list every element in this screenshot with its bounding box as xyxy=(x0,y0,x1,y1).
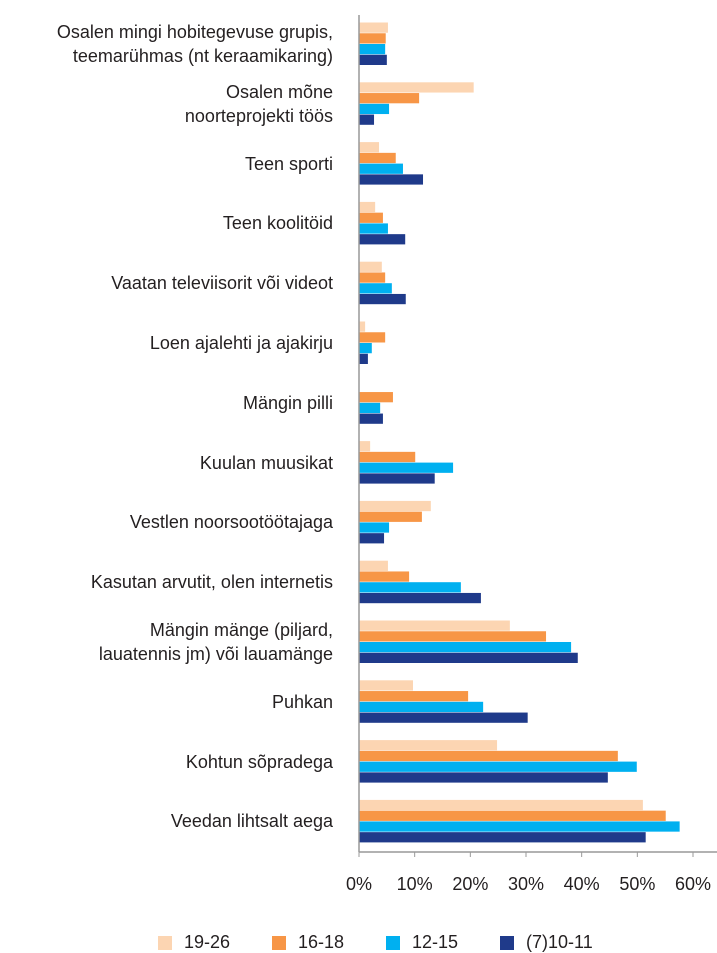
bar xyxy=(359,402,381,414)
x-tick-label: 10% xyxy=(397,874,433,894)
bar xyxy=(359,772,608,783)
category-label: Osalen mingi hobitegevuse grupis, teemar… xyxy=(56,22,333,66)
bar xyxy=(359,332,386,343)
bar xyxy=(359,174,424,185)
bar xyxy=(359,54,387,65)
bar xyxy=(359,462,454,473)
bar xyxy=(359,223,388,234)
bar xyxy=(359,701,484,713)
category-label: Loen ajalehti ja ajakirju xyxy=(149,333,333,353)
bar xyxy=(359,500,431,512)
x-tick-label: 20% xyxy=(452,874,488,894)
bar xyxy=(359,343,372,354)
bar xyxy=(359,22,388,33)
bar xyxy=(359,152,396,164)
bar xyxy=(359,33,386,44)
category-label: Puhkan xyxy=(271,691,333,712)
category-label: Kohtun sõpradega xyxy=(185,751,333,772)
bar xyxy=(359,353,368,364)
bar xyxy=(359,212,383,223)
x-tick-label: 0% xyxy=(346,874,372,894)
bar xyxy=(359,103,390,115)
bar xyxy=(359,93,420,104)
legend-swatch xyxy=(272,936,286,950)
bar xyxy=(359,163,403,174)
bar xyxy=(359,761,637,772)
bar xyxy=(359,522,390,533)
bar xyxy=(359,234,406,245)
bar xyxy=(359,592,481,604)
legend-label: 12-15 xyxy=(412,932,458,952)
x-tick-label: 30% xyxy=(508,874,544,894)
legend-swatch xyxy=(500,936,514,950)
bar xyxy=(359,582,461,593)
bar xyxy=(359,321,366,332)
category-label: Vestlen noorsootöötajaga xyxy=(129,512,333,533)
bar xyxy=(359,631,547,642)
bar xyxy=(359,680,413,691)
bar xyxy=(359,810,666,821)
bar xyxy=(359,620,510,631)
legend-label: (7)10-11 xyxy=(526,932,593,952)
legend-label: 19-26 xyxy=(184,932,230,952)
category-label: Kasutan arvutit, olen internetis xyxy=(90,572,333,593)
legend-swatch xyxy=(158,936,172,950)
legend-swatch xyxy=(386,936,400,950)
bar xyxy=(359,451,416,463)
category-label: Osalen mõne noorteprojekti töös xyxy=(184,81,333,126)
bar xyxy=(359,691,469,702)
bar xyxy=(359,261,382,272)
bar xyxy=(359,82,474,93)
x-tick-label: 40% xyxy=(564,874,600,894)
bar xyxy=(359,750,618,762)
bar xyxy=(359,511,422,522)
category-label: Teen sporti xyxy=(244,153,333,174)
x-tick-label: 60% xyxy=(675,874,711,894)
bar xyxy=(359,142,380,153)
category-label: Veedan lihtsalt aega xyxy=(170,811,333,832)
x-tick-label: 50% xyxy=(619,874,655,894)
category-label: Vaatan televiisorit või videot xyxy=(111,273,333,294)
bar xyxy=(359,272,386,283)
bar xyxy=(359,201,376,213)
bar xyxy=(359,413,383,424)
bar xyxy=(359,821,680,832)
bar xyxy=(359,571,410,582)
bar xyxy=(359,392,393,403)
bar xyxy=(359,712,528,723)
bar xyxy=(359,533,385,544)
category-label: Teen koolitöid xyxy=(222,213,333,234)
bar xyxy=(359,293,406,305)
bar xyxy=(359,114,375,125)
category-label: Mängin mänge (piljard, lauatennis jm) võ… xyxy=(98,620,333,664)
bar xyxy=(359,283,392,294)
bar xyxy=(359,832,646,843)
bar xyxy=(359,799,643,811)
bar xyxy=(359,740,498,751)
category-label: Mängin pilli xyxy=(242,392,333,413)
bar xyxy=(359,473,435,484)
legend-label: 16-18 xyxy=(298,932,344,952)
bar xyxy=(359,642,572,653)
category-label: Kuulan muusikat xyxy=(199,452,333,473)
bar xyxy=(359,441,371,452)
bar xyxy=(359,44,386,55)
bar xyxy=(359,560,388,571)
bar xyxy=(359,652,578,663)
